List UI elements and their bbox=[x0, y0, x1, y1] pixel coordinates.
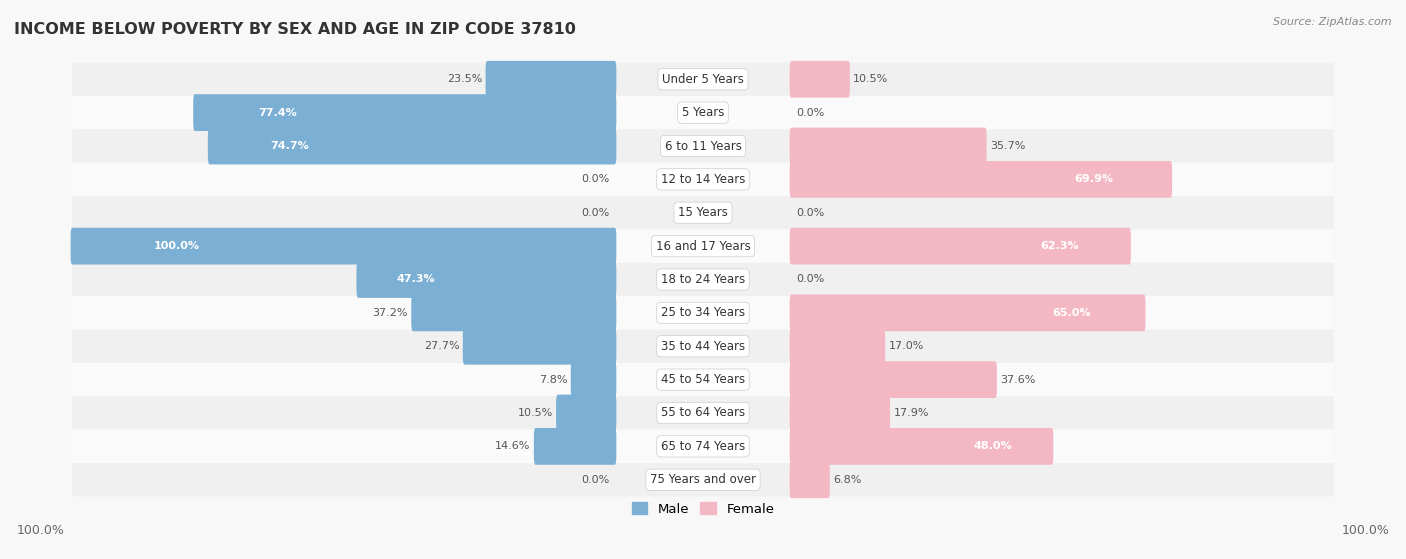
FancyBboxPatch shape bbox=[193, 94, 616, 131]
FancyBboxPatch shape bbox=[412, 295, 616, 331]
Text: 15 Years: 15 Years bbox=[678, 206, 728, 219]
FancyBboxPatch shape bbox=[485, 61, 616, 98]
Text: 47.3%: 47.3% bbox=[396, 274, 436, 285]
Text: 7.8%: 7.8% bbox=[538, 375, 568, 385]
Text: 18 to 24 Years: 18 to 24 Years bbox=[661, 273, 745, 286]
FancyBboxPatch shape bbox=[790, 295, 1146, 331]
Text: Source: ZipAtlas.com: Source: ZipAtlas.com bbox=[1274, 17, 1392, 27]
Text: 25 to 34 Years: 25 to 34 Years bbox=[661, 306, 745, 319]
Text: 6 to 11 Years: 6 to 11 Years bbox=[665, 140, 741, 153]
Text: 37.2%: 37.2% bbox=[373, 308, 408, 318]
FancyBboxPatch shape bbox=[72, 63, 1334, 96]
FancyBboxPatch shape bbox=[357, 261, 616, 298]
Text: 6.8%: 6.8% bbox=[834, 475, 862, 485]
FancyBboxPatch shape bbox=[790, 228, 1130, 264]
Text: 23.5%: 23.5% bbox=[447, 74, 482, 84]
Text: 62.3%: 62.3% bbox=[1040, 241, 1078, 251]
FancyBboxPatch shape bbox=[790, 395, 890, 432]
FancyBboxPatch shape bbox=[72, 330, 1334, 363]
Text: Under 5 Years: Under 5 Years bbox=[662, 73, 744, 86]
FancyBboxPatch shape bbox=[790, 127, 987, 164]
FancyBboxPatch shape bbox=[790, 161, 1173, 198]
Text: 100.0%: 100.0% bbox=[17, 524, 65, 537]
FancyBboxPatch shape bbox=[463, 328, 616, 364]
Text: 5 Years: 5 Years bbox=[682, 106, 724, 119]
Text: 0.0%: 0.0% bbox=[582, 174, 610, 184]
Text: 14.6%: 14.6% bbox=[495, 442, 530, 451]
FancyBboxPatch shape bbox=[72, 129, 1334, 163]
FancyBboxPatch shape bbox=[72, 96, 1334, 129]
FancyBboxPatch shape bbox=[72, 296, 1334, 330]
Text: 69.9%: 69.9% bbox=[1074, 174, 1114, 184]
Text: 37.6%: 37.6% bbox=[1000, 375, 1036, 385]
FancyBboxPatch shape bbox=[790, 61, 849, 98]
Text: 45 to 54 Years: 45 to 54 Years bbox=[661, 373, 745, 386]
Text: 0.0%: 0.0% bbox=[582, 208, 610, 218]
Text: 17.0%: 17.0% bbox=[889, 341, 924, 351]
Text: 35 to 44 Years: 35 to 44 Years bbox=[661, 340, 745, 353]
FancyBboxPatch shape bbox=[72, 363, 1334, 396]
Text: 35.7%: 35.7% bbox=[990, 141, 1025, 151]
Text: 55 to 64 Years: 55 to 64 Years bbox=[661, 406, 745, 419]
FancyBboxPatch shape bbox=[72, 430, 1334, 463]
Text: 10.5%: 10.5% bbox=[853, 74, 889, 84]
Text: 100.0%: 100.0% bbox=[153, 241, 200, 251]
FancyBboxPatch shape bbox=[72, 396, 1334, 430]
FancyBboxPatch shape bbox=[571, 361, 616, 398]
FancyBboxPatch shape bbox=[790, 328, 886, 364]
FancyBboxPatch shape bbox=[790, 461, 830, 498]
Text: 17.9%: 17.9% bbox=[893, 408, 929, 418]
FancyBboxPatch shape bbox=[72, 196, 1334, 229]
Legend: Male, Female: Male, Female bbox=[626, 497, 780, 521]
FancyBboxPatch shape bbox=[72, 263, 1334, 296]
Text: 12 to 14 Years: 12 to 14 Years bbox=[661, 173, 745, 186]
Text: 100.0%: 100.0% bbox=[1341, 524, 1389, 537]
FancyBboxPatch shape bbox=[72, 163, 1334, 196]
FancyBboxPatch shape bbox=[557, 395, 616, 432]
Text: INCOME BELOW POVERTY BY SEX AND AGE IN ZIP CODE 37810: INCOME BELOW POVERTY BY SEX AND AGE IN Z… bbox=[14, 22, 576, 37]
FancyBboxPatch shape bbox=[534, 428, 616, 465]
Text: 65.0%: 65.0% bbox=[1053, 308, 1091, 318]
Text: 65 to 74 Years: 65 to 74 Years bbox=[661, 440, 745, 453]
Text: 75 Years and over: 75 Years and over bbox=[650, 473, 756, 486]
FancyBboxPatch shape bbox=[790, 428, 1053, 465]
Text: 27.7%: 27.7% bbox=[423, 341, 460, 351]
Text: 0.0%: 0.0% bbox=[796, 208, 824, 218]
Text: 10.5%: 10.5% bbox=[517, 408, 553, 418]
FancyBboxPatch shape bbox=[790, 361, 997, 398]
Text: 16 and 17 Years: 16 and 17 Years bbox=[655, 240, 751, 253]
Text: 74.7%: 74.7% bbox=[270, 141, 309, 151]
Text: 0.0%: 0.0% bbox=[796, 108, 824, 117]
FancyBboxPatch shape bbox=[208, 127, 616, 164]
Text: 77.4%: 77.4% bbox=[257, 108, 297, 117]
Text: 0.0%: 0.0% bbox=[582, 475, 610, 485]
FancyBboxPatch shape bbox=[72, 229, 1334, 263]
Text: 48.0%: 48.0% bbox=[974, 442, 1012, 451]
Text: 0.0%: 0.0% bbox=[796, 274, 824, 285]
FancyBboxPatch shape bbox=[70, 228, 616, 264]
FancyBboxPatch shape bbox=[72, 463, 1334, 496]
